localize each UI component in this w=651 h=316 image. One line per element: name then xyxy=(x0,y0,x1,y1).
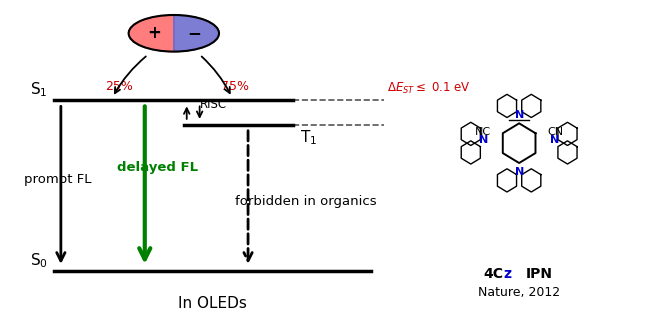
Text: 75%: 75% xyxy=(221,80,249,93)
Text: N: N xyxy=(549,135,559,145)
Polygon shape xyxy=(174,15,219,52)
Text: 4C: 4C xyxy=(483,267,503,281)
Text: $\Delta E_{ST}$$\leq$ 0.1 eV: $\Delta E_{ST}$$\leq$ 0.1 eV xyxy=(387,81,471,96)
Text: In OLEDs: In OLEDs xyxy=(178,296,247,311)
Polygon shape xyxy=(129,15,174,52)
Text: Nature, 2012: Nature, 2012 xyxy=(478,286,561,299)
Text: CN: CN xyxy=(547,127,564,137)
Text: S$_1$: S$_1$ xyxy=(31,80,48,99)
Text: −: − xyxy=(187,24,201,42)
Text: z: z xyxy=(503,267,511,281)
Text: N: N xyxy=(514,167,524,177)
Text: +: + xyxy=(148,24,161,42)
Text: S$_0$: S$_0$ xyxy=(30,251,48,270)
Text: forbidden in organics: forbidden in organics xyxy=(235,195,377,208)
Text: NC: NC xyxy=(475,127,491,137)
Text: T$_1$: T$_1$ xyxy=(299,128,317,147)
Text: delayed FL: delayed FL xyxy=(117,161,199,174)
Text: 25%: 25% xyxy=(105,80,133,93)
Text: prompt FL: prompt FL xyxy=(24,173,91,186)
Text: N: N xyxy=(514,110,524,120)
Text: IPN: IPN xyxy=(525,267,553,281)
Text: RISC: RISC xyxy=(200,98,227,111)
Text: N: N xyxy=(480,135,489,145)
